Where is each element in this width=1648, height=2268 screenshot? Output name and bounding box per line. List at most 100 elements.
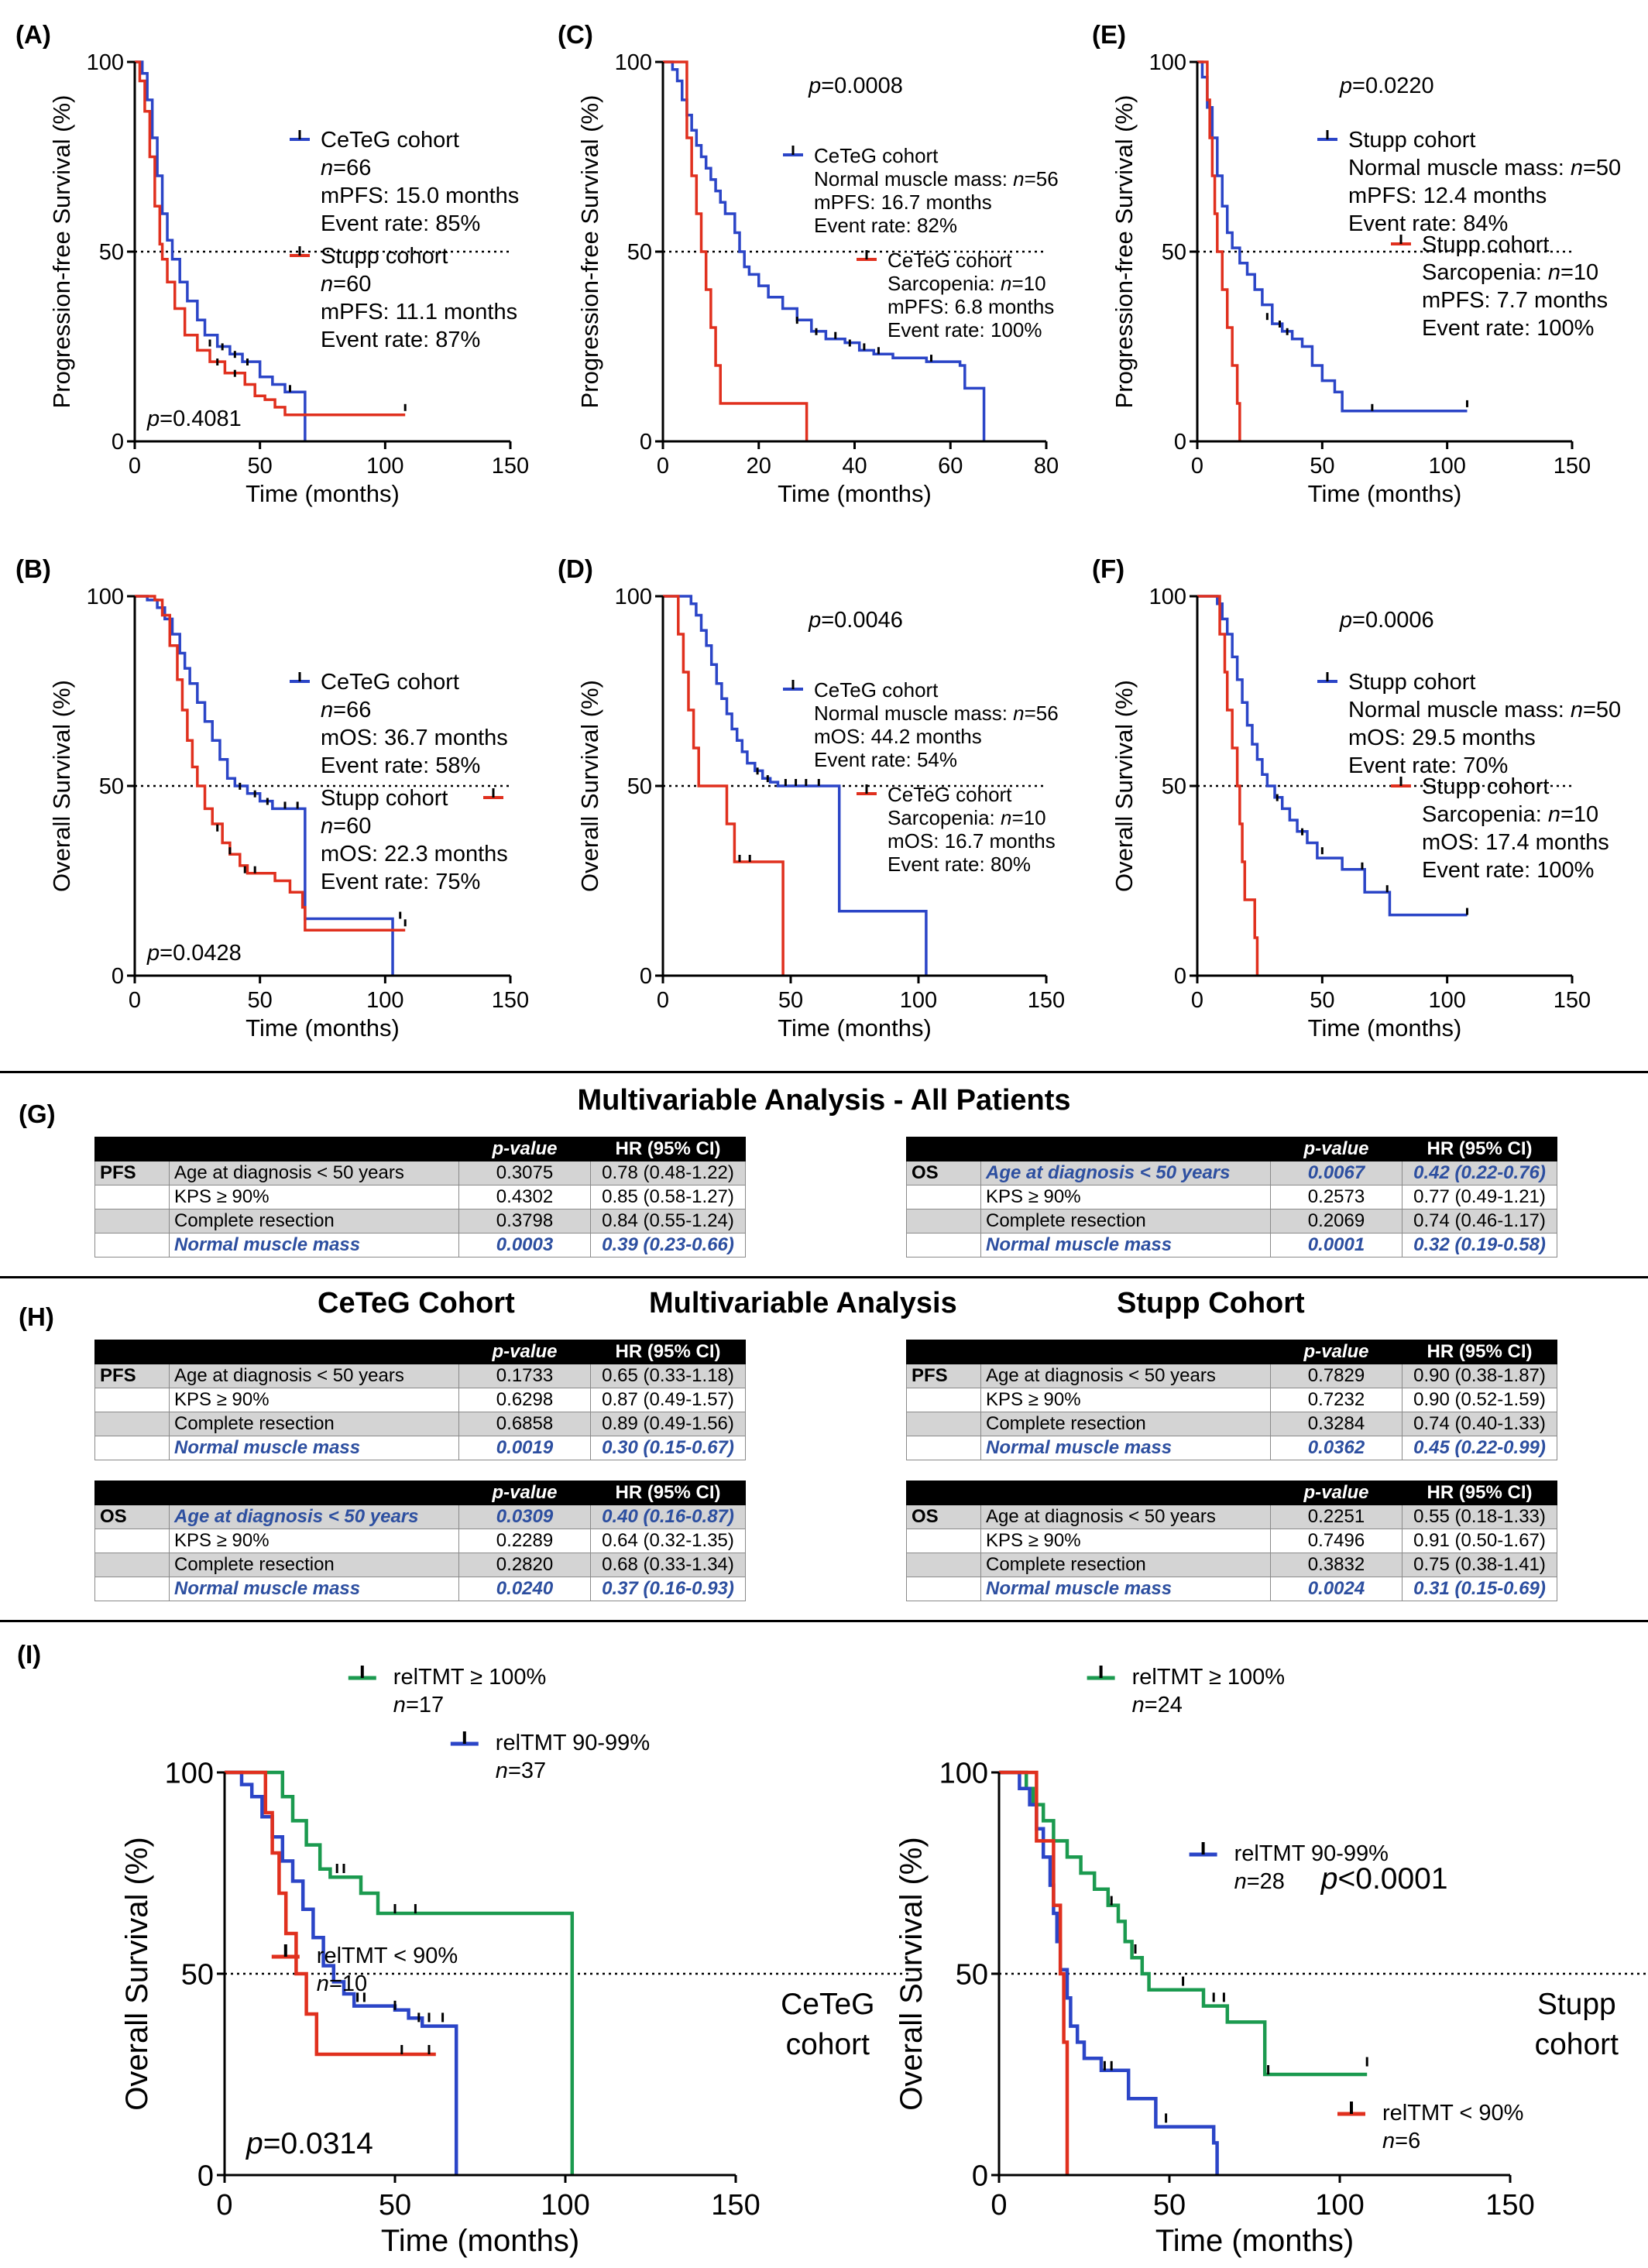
group-label: OS bbox=[906, 1161, 981, 1185]
x-tick-label: 20 bbox=[747, 454, 771, 479]
legend-text: CeTeG cohort bbox=[814, 144, 939, 167]
km-curve-2 bbox=[999, 1770, 1069, 2175]
panel-label: (E) bbox=[1092, 20, 1126, 49]
p-value-cell: 0.0309 bbox=[458, 1505, 591, 1529]
p-value: p=0.4081 bbox=[146, 407, 242, 431]
y-tick-label: 0 bbox=[972, 2160, 988, 2193]
legend-n: n=17 bbox=[393, 1693, 444, 1717]
hr-cell: 0.31 (0.15-0.69) bbox=[1402, 1577, 1557, 1601]
km-panel-a: 0 50 100 0 50 100 150 Time (months) Progression-… bbox=[15, 20, 529, 507]
table-h-ceteg-os: p-value HR (95% CI) OS Age at diagnosis < 5… bbox=[94, 1481, 746, 1601]
panel-label-g: (G) bbox=[19, 1100, 56, 1128]
x-tick-label: 60 bbox=[938, 454, 963, 479]
table-h-stupp-os: p-value HR (95% CI) OS Age at diagnosis < 5… bbox=[906, 1481, 1557, 1601]
header-blank bbox=[980, 1137, 1271, 1161]
variable-cell: KPS ≥ 90% bbox=[980, 1388, 1271, 1412]
x-tick-label: 150 bbox=[492, 454, 529, 479]
variable-cell: Age at diagnosis < 50 years bbox=[980, 1161, 1271, 1185]
table-row: KPS ≥ 90% 0.4302 0.85 (0.58-1.27) bbox=[94, 1185, 746, 1209]
hr-cell: 0.90 (0.38-1.87) bbox=[1402, 1364, 1557, 1388]
variable-cell: Normal muscle mass bbox=[169, 1577, 459, 1601]
section-h-title-left: CeTeG Cohort bbox=[318, 1287, 515, 1319]
x-axis-title: Time (months) bbox=[1155, 2224, 1354, 2258]
legend-text: mPFS: 6.8 months bbox=[888, 295, 1054, 318]
y-tick-label: 50 bbox=[627, 240, 652, 265]
p-value-cell: 0.6858 bbox=[458, 1412, 591, 1436]
x-tick-label: 0 bbox=[1191, 988, 1203, 1013]
group-label: PFS bbox=[94, 1364, 170, 1388]
group-label: PFS bbox=[94, 1161, 170, 1185]
p-value-cell: 0.2289 bbox=[458, 1529, 591, 1553]
panel-label: (A) bbox=[15, 20, 51, 49]
km-curve-1 bbox=[225, 1770, 458, 2175]
x-tick-label: 0 bbox=[216, 2189, 232, 2222]
legend-text: relTMT < 90% bbox=[1382, 2101, 1523, 2126]
variable-cell: Complete resection bbox=[980, 1209, 1271, 1234]
group-label bbox=[94, 1185, 170, 1209]
km-curve-0 bbox=[1197, 595, 1468, 917]
legend-text: CeTeG cohort bbox=[888, 249, 1012, 272]
hr-cell: 0.78 (0.48-1.22) bbox=[590, 1161, 746, 1185]
p-value-cell: 0.7496 bbox=[1270, 1529, 1403, 1553]
header-blank bbox=[906, 1137, 981, 1161]
legend-text: relTMT ≥ 100% bbox=[1132, 1665, 1286, 1690]
panel-label: (B) bbox=[15, 554, 51, 583]
table-g-os: p-value HR (95% CI) OS Age at diagnosis < 5… bbox=[906, 1137, 1557, 1258]
legend-text: Event rate: 100% bbox=[888, 318, 1042, 341]
panel-label: (F) bbox=[1092, 554, 1124, 583]
x-tick-label: 40 bbox=[842, 454, 867, 479]
hr-cell: 0.87 (0.49-1.57) bbox=[590, 1388, 746, 1412]
km-curve-0 bbox=[663, 60, 986, 441]
panel-label: (I) bbox=[17, 1640, 41, 1669]
km-curve-0 bbox=[225, 1770, 575, 2175]
table-row: Normal muscle mass 0.0001 0.32 (0.19-0.58) bbox=[906, 1233, 1557, 1258]
p-value-cell: 0.0001 bbox=[1270, 1233, 1403, 1258]
header-blank bbox=[94, 1481, 170, 1505]
hr-cell: 0.55 (0.18-1.33) bbox=[1402, 1505, 1557, 1529]
y-tick-label: 0 bbox=[1174, 964, 1186, 989]
header-p-value: p-value bbox=[1270, 1340, 1403, 1364]
y-axis-title: Overall Survival (%) bbox=[894, 1837, 929, 2110]
y-tick-label: 100 bbox=[939, 1758, 988, 1790]
table-row: Complete resection 0.3832 0.75 (0.38-1.41) bbox=[906, 1553, 1557, 1577]
x-axis-title: Time (months) bbox=[245, 1014, 400, 1041]
legend-text: Stupp cohort bbox=[1348, 670, 1475, 695]
group-label bbox=[906, 1388, 981, 1412]
header-hr: HR (95% CI) bbox=[1402, 1481, 1557, 1505]
km-panel-d: 0 50 100 0 50 100 150 Time (months) Overall Surv… bbox=[558, 554, 1065, 1041]
x-tick-label: 100 bbox=[366, 454, 403, 479]
variable-cell: Complete resection bbox=[980, 1553, 1271, 1577]
legend-text: Normal muscle mass: n=56 bbox=[814, 167, 1059, 190]
p-value-cell: 0.0067 bbox=[1270, 1161, 1403, 1185]
y-tick-label: 100 bbox=[87, 50, 124, 75]
group-label bbox=[906, 1529, 981, 1553]
y-axis-title: Progression-free Survival (%) bbox=[1111, 95, 1138, 409]
x-tick-label: 100 bbox=[1315, 2189, 1364, 2222]
variable-cell: Normal muscle mass bbox=[980, 1577, 1271, 1601]
x-tick-label: 100 bbox=[1428, 454, 1465, 479]
x-tick-label: 0 bbox=[129, 454, 141, 479]
km-curve-1 bbox=[135, 60, 406, 417]
table-row: KPS ≥ 90% 0.2573 0.77 (0.49-1.21) bbox=[906, 1185, 1557, 1209]
panel-label: (D) bbox=[558, 554, 593, 583]
km-curve-1 bbox=[663, 595, 785, 976]
y-axis-title: Overall Survival (%) bbox=[48, 680, 75, 892]
x-tick-label: 0 bbox=[657, 454, 669, 479]
table-row: KPS ≥ 90% 0.6298 0.87 (0.49-1.57) bbox=[94, 1388, 746, 1412]
variable-cell: KPS ≥ 90% bbox=[980, 1529, 1271, 1553]
p-value-cell: 0.3798 bbox=[458, 1209, 591, 1234]
legend-text: mPFS: 16.7 months bbox=[814, 190, 992, 214]
y-tick-label: 50 bbox=[1162, 240, 1186, 265]
p-value-cell: 0.3284 bbox=[1270, 1412, 1403, 1436]
header-hr: HR (95% CI) bbox=[590, 1481, 746, 1505]
table-header-row: p-value HR (95% CI) bbox=[906, 1481, 1557, 1505]
legend-text: Normal muscle mass: n=50 bbox=[1348, 156, 1621, 180]
section-g-title: Multivariable Analysis - All Patients bbox=[577, 1084, 1071, 1117]
group-label bbox=[94, 1233, 170, 1258]
header-blank bbox=[980, 1481, 1271, 1505]
x-tick-label: 150 bbox=[1554, 988, 1591, 1013]
x-tick-label: 50 bbox=[1153, 2189, 1186, 2222]
header-blank bbox=[94, 1137, 170, 1161]
group-label bbox=[906, 1209, 981, 1234]
hr-cell: 0.45 (0.22-0.99) bbox=[1402, 1436, 1557, 1460]
